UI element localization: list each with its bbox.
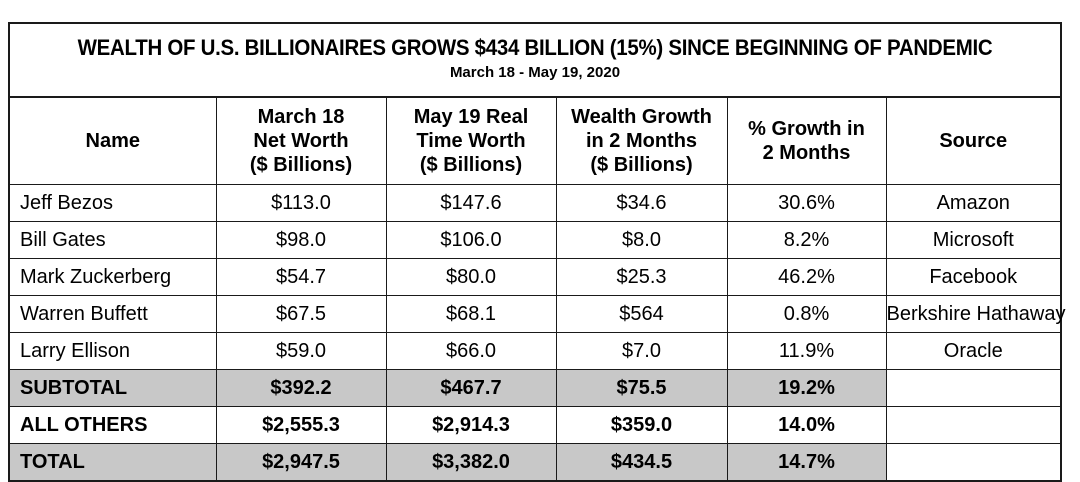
- table-row: Warren Buffett $67.5 $68.1 $564 0.8% Ber…: [10, 295, 1065, 333]
- cell-growth: $75.5: [555, 369, 728, 407]
- cell-march18: $67.5: [215, 295, 387, 333]
- billionaire-wealth-table: Name March 18 Net Worth ($ Billions) May 1…: [10, 98, 1065, 480]
- cell-may19: $3,382.0: [385, 443, 557, 480]
- cell-growth: $7.0: [555, 332, 728, 370]
- cell-name: ALL OTHERS: [10, 406, 217, 444]
- total-row: TOTAL $2,947.5 $3,382.0 $434.5 14.7%: [10, 443, 1060, 480]
- cell-growth: $34.6: [555, 184, 728, 222]
- cell-march18: $2,947.5: [215, 443, 387, 480]
- table-row: Mark Zuckerberg $54.7 $80.0 $25.3 46.2% …: [10, 258, 1060, 296]
- table-title: WEALTH OF U.S. BILLIONAIRES GROWS $434 B…: [77, 35, 993, 60]
- cell-pct: 0.8%: [726, 295, 887, 333]
- cell-source: [885, 406, 1060, 444]
- cell-growth: $8.0: [555, 221, 728, 259]
- subtotal-row: SUBTOTAL $392.2 $467.7 $75.5 19.2%: [10, 369, 1060, 407]
- cell-source: Facebook: [885, 258, 1060, 296]
- cell-source: Microsoft: [885, 221, 1060, 259]
- cell-growth: $564: [555, 295, 728, 333]
- cell-march18: $113.0: [215, 184, 387, 222]
- table-subtitle: March 18 - May 19, 2020: [449, 64, 621, 81]
- table-row: Bill Gates $98.0 $106.0 $8.0 8.2% Micros…: [10, 221, 1060, 259]
- cell-pct: 11.9%: [726, 332, 887, 370]
- cell-may19: $2,914.3: [385, 406, 557, 444]
- cell-march18: $2,555.3: [215, 406, 387, 444]
- header-growth: Wealth Growth in 2 Months ($ Billions): [555, 98, 728, 185]
- header-row: Name March 18 Net Worth ($ Billions) May 1…: [10, 98, 1060, 185]
- cell-name: Bill Gates: [10, 221, 217, 259]
- wealth-table-frame: WEALTH OF U.S. BILLIONAIRES GROWS $434 B…: [8, 22, 1065, 482]
- cell-name: Warren Buffett: [10, 295, 217, 333]
- header-pct: % Growth in 2 Months: [726, 98, 887, 185]
- cell-name: Mark Zuckerberg: [10, 258, 217, 296]
- cell-march18: $98.0: [215, 221, 387, 259]
- title-block: WEALTH OF U.S. BILLIONAIRES GROWS $434 B…: [10, 24, 1060, 98]
- cell-pct: 46.2%: [726, 258, 887, 296]
- cell-pct: 19.2%: [726, 369, 887, 407]
- cell-may19: $147.6: [385, 184, 557, 222]
- cell-may19: $66.0: [385, 332, 557, 370]
- header-may19: May 19 Real Time Worth ($ Billions): [385, 98, 557, 185]
- table-row: Jeff Bezos $113.0 $147.6 $34.6 30.6% Ama…: [10, 184, 1060, 222]
- cell-pct: 30.6%: [726, 184, 887, 222]
- cell-growth: $25.3: [555, 258, 728, 296]
- cell-source: Oracle: [885, 332, 1060, 370]
- cell-source: Berkshire Hathaway: [885, 295, 1065, 333]
- all-others-row: ALL OTHERS $2,555.3 $2,914.3 $359.0 14.0…: [10, 406, 1060, 444]
- table-row: Larry Ellison $59.0 $66.0 $7.0 11.9% Ora…: [10, 332, 1060, 370]
- cell-pct: 8.2%: [726, 221, 887, 259]
- cell-may19: $106.0: [385, 221, 557, 259]
- cell-pct: 14.0%: [726, 406, 887, 444]
- cell-may19: $68.1: [385, 295, 557, 333]
- cell-growth: $434.5: [555, 443, 728, 480]
- cell-name: Jeff Bezos: [10, 184, 217, 222]
- cell-march18: $54.7: [215, 258, 387, 296]
- cell-may19: $80.0: [385, 258, 557, 296]
- cell-name: SUBTOTAL: [10, 369, 217, 407]
- cell-source: [885, 369, 1060, 407]
- cell-source: [885, 443, 1060, 480]
- cell-pct: 14.7%: [726, 443, 887, 480]
- header-source: Source: [885, 98, 1060, 185]
- cell-name: Larry Ellison: [10, 332, 217, 370]
- header-march18: March 18 Net Worth ($ Billions): [215, 98, 387, 185]
- cell-growth: $359.0: [555, 406, 728, 444]
- cell-march18: $392.2: [215, 369, 387, 407]
- cell-march18: $59.0: [215, 332, 387, 370]
- cell-source: Amazon: [885, 184, 1060, 222]
- header-name: Name: [10, 98, 217, 185]
- cell-name: TOTAL: [10, 443, 217, 480]
- cell-may19: $467.7: [385, 369, 557, 407]
